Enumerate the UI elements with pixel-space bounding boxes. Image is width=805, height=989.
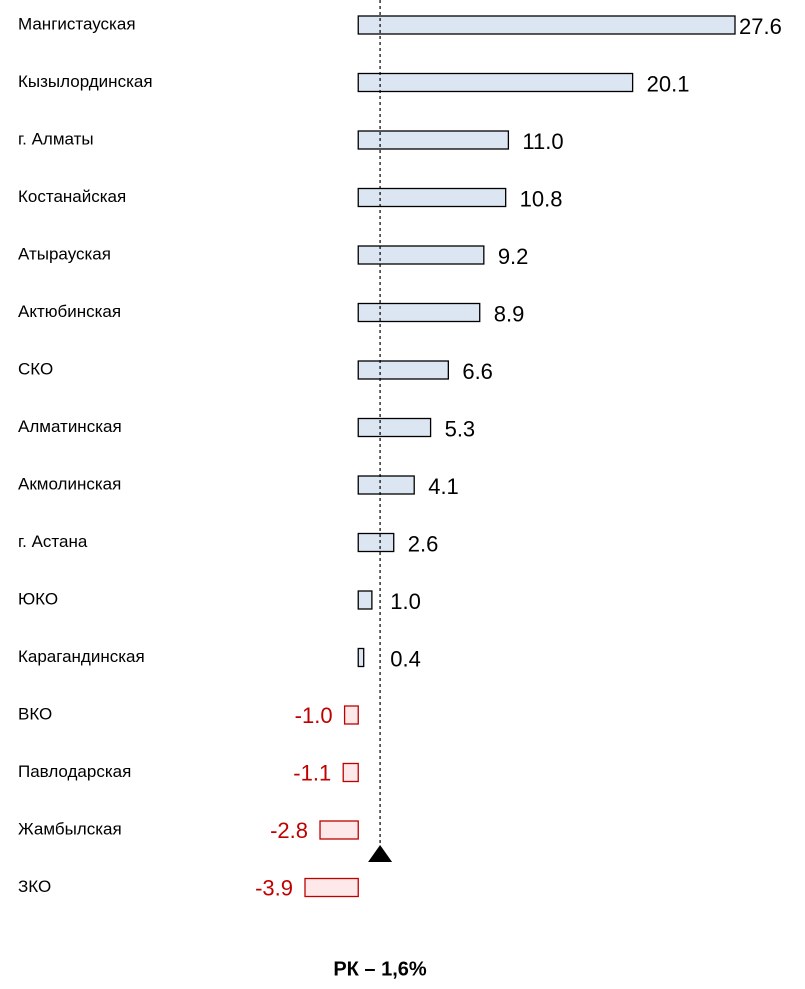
reference-label: РК – 1,6% [333, 958, 427, 980]
category-label: ВКО [18, 704, 52, 723]
bar [357, 245, 485, 265]
value-label: 20.1 [647, 71, 690, 96]
bar [357, 130, 510, 150]
value-label: 27.6 [739, 14, 782, 39]
category-label: Павлодарская [18, 762, 131, 781]
category-label: Актюбинская [18, 302, 121, 321]
bar [357, 72, 634, 93]
bar [357, 302, 481, 323]
value-label: 1.0 [390, 589, 421, 614]
bar [357, 360, 449, 380]
category-label: Мангистауская [18, 14, 136, 33]
value-label: 2.6 [408, 531, 439, 556]
value-label: 5.3 [445, 416, 476, 441]
bar [357, 647, 365, 668]
category-label: Акмолинская [18, 474, 121, 493]
value-label: 11.0 [522, 129, 563, 154]
value-label: -3.9 [255, 875, 293, 900]
value-label: -1.0 [295, 703, 333, 728]
category-label: Жамбылская [18, 819, 122, 838]
bar [357, 187, 507, 208]
bar [343, 705, 359, 725]
category-label: ЮКО [18, 589, 58, 608]
value-label: 0.4 [390, 646, 421, 671]
bar [357, 15, 736, 35]
category-label: СКО [18, 359, 53, 378]
category-label: Атырауская [18, 244, 111, 263]
value-label: -1.1 [293, 760, 331, 785]
category-label: Костанайская [18, 187, 126, 206]
bar [357, 532, 395, 553]
bar [304, 877, 359, 898]
value-label: 6.6 [462, 359, 493, 384]
value-label: 9.2 [498, 244, 529, 269]
bar [357, 590, 373, 610]
bar [357, 417, 432, 438]
category-label: г. Астана [18, 532, 88, 551]
bar [357, 475, 415, 495]
bar [342, 762, 359, 783]
category-label: г. Алматы [18, 129, 94, 148]
category-label: Кызылординская [18, 72, 153, 91]
category-label: ЗКО [18, 877, 51, 896]
value-label: 8.9 [494, 301, 525, 326]
value-label: -2.8 [270, 818, 308, 843]
category-label: Алматинская [18, 417, 122, 436]
value-label: 10.8 [520, 186, 563, 211]
reference-marker [368, 845, 393, 862]
category-label: Карагандинская [18, 647, 145, 666]
bar [319, 820, 359, 840]
value-label: 4.1 [428, 474, 459, 499]
